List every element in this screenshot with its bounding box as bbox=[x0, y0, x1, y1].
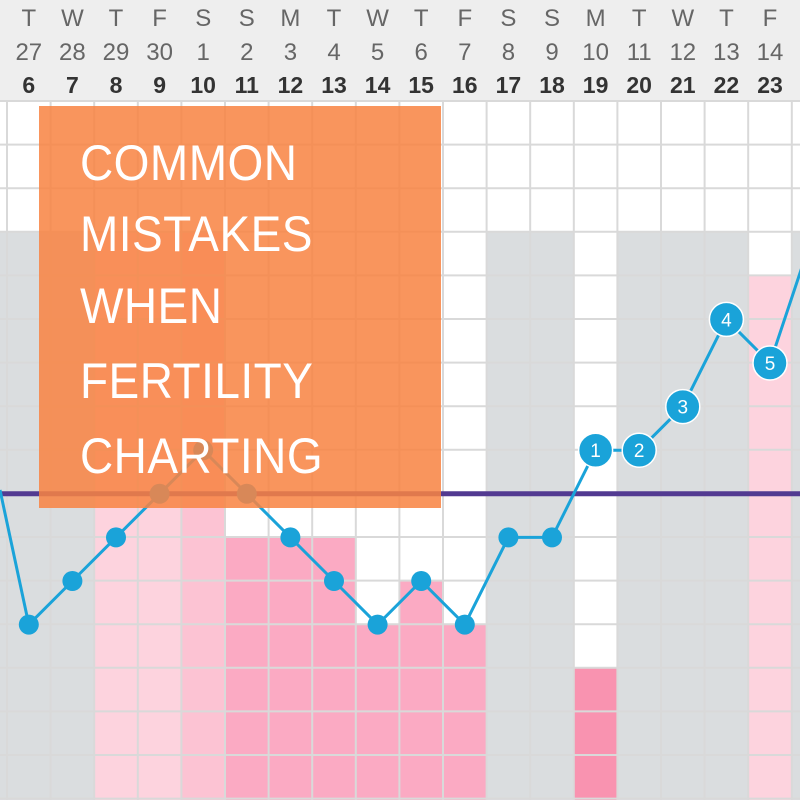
cycle-day-label: 18 bbox=[539, 72, 565, 98]
date-label: 4 bbox=[327, 39, 340, 66]
temperature-point bbox=[577, 432, 614, 468]
weekday-label: S bbox=[544, 5, 560, 32]
date-label: 2 bbox=[240, 39, 253, 66]
weekday-label: T bbox=[414, 5, 429, 32]
post-ovulation-day-label: 3 bbox=[678, 398, 689, 419]
weekday-label: W bbox=[671, 5, 694, 32]
cycle-day-label: 10 bbox=[190, 72, 216, 98]
temperature-point bbox=[708, 301, 745, 338]
title-overlay bbox=[39, 106, 441, 508]
weekday-label: M bbox=[586, 5, 606, 32]
cycle-day-label: 6 bbox=[22, 72, 35, 98]
cycle-day-label: 12 bbox=[278, 72, 304, 98]
cycle-day-label: 22 bbox=[714, 72, 740, 98]
weekday-label: T bbox=[327, 5, 342, 32]
cycle-day-label: 15 bbox=[408, 72, 434, 98]
cycle-day-label: 21 bbox=[670, 72, 696, 98]
post-ovulation-day-label: 4 bbox=[721, 310, 732, 331]
temperature-point bbox=[454, 614, 475, 635]
post-ovulation-day-label: 2 bbox=[634, 441, 645, 462]
temperature-point bbox=[62, 571, 83, 591]
day-column-fill bbox=[0, 232, 7, 800]
temperature-point bbox=[18, 614, 39, 635]
weekday-label: F bbox=[152, 5, 167, 32]
cycle-day-label: 8 bbox=[110, 72, 123, 98]
cycle-day-label: 9 bbox=[153, 72, 166, 98]
post-ovulation-day-label: 1 bbox=[590, 441, 601, 462]
cycle-day-label: 13 bbox=[321, 72, 347, 98]
cycle-day-label: 11 bbox=[235, 72, 260, 98]
chart-header bbox=[0, 0, 800, 101]
weekday-label: S bbox=[239, 5, 255, 32]
weekday-label: W bbox=[366, 5, 389, 32]
title-line-5: CHARTING bbox=[80, 428, 324, 484]
date-label: 8 bbox=[502, 39, 515, 66]
temperature-point bbox=[280, 527, 301, 548]
cycle-day-label: 16 bbox=[452, 72, 478, 98]
temperature-point bbox=[367, 614, 388, 635]
date-label: 13 bbox=[713, 39, 740, 66]
weekday-label: T bbox=[21, 5, 36, 32]
temperature-point bbox=[621, 432, 657, 468]
weekday-label: S bbox=[195, 5, 211, 32]
title-line-1: COMMON bbox=[80, 135, 298, 191]
date-label: 5 bbox=[371, 39, 384, 66]
date-label: 11 bbox=[627, 39, 652, 66]
day-column-fill bbox=[530, 232, 574, 800]
title-line-4: FERTILITY bbox=[80, 353, 314, 409]
day-column-fill bbox=[791, 232, 800, 800]
day-column-fill bbox=[399, 581, 443, 800]
weekday-label: T bbox=[109, 5, 124, 32]
date-label: 12 bbox=[669, 39, 696, 66]
day-column-fill bbox=[661, 232, 705, 800]
date-label: 27 bbox=[15, 39, 42, 66]
cycle-day-label: 19 bbox=[583, 72, 609, 98]
temperature-point bbox=[498, 527, 519, 548]
temperature-point bbox=[411, 571, 432, 591]
temperature-point bbox=[324, 571, 344, 591]
post-ovulation-day-label: 5 bbox=[765, 354, 776, 375]
weekday-label: W bbox=[61, 5, 84, 32]
title-line-2: MISTAKES bbox=[80, 206, 313, 262]
date-label: 9 bbox=[545, 39, 558, 66]
temperature-point bbox=[542, 527, 562, 548]
title-line-3: WHEN bbox=[80, 278, 223, 334]
temperature-point bbox=[752, 345, 788, 381]
day-column-fill bbox=[573, 668, 618, 800]
day-column-fill bbox=[617, 232, 661, 800]
cycle-day-label: 20 bbox=[626, 72, 652, 98]
date-label: 29 bbox=[103, 39, 130, 66]
temperature-point bbox=[665, 388, 701, 425]
date-label: 7 bbox=[458, 39, 471, 66]
weekday-label: M bbox=[280, 5, 300, 32]
cycle-day-label: 14 bbox=[365, 72, 391, 98]
date-label: 6 bbox=[415, 39, 428, 66]
date-label: 30 bbox=[146, 39, 173, 66]
weekday-label: F bbox=[763, 5, 778, 32]
date-label: 1 bbox=[197, 39, 210, 66]
weekday-label: T bbox=[632, 5, 647, 32]
temperature-point bbox=[106, 527, 126, 548]
weekday-label: F bbox=[457, 5, 472, 32]
date-label: 3 bbox=[284, 39, 297, 66]
date-label: 10 bbox=[582, 39, 609, 66]
weekday-label: T bbox=[719, 5, 734, 32]
cycle-day-label: 23 bbox=[757, 72, 783, 98]
cycle-day-label: 7 bbox=[66, 72, 79, 98]
cycle-day-label: 17 bbox=[496, 72, 522, 98]
date-label: 28 bbox=[59, 39, 86, 66]
day-column-fill bbox=[486, 232, 531, 800]
weekday-label: S bbox=[500, 5, 516, 32]
date-label: 14 bbox=[757, 39, 784, 66]
